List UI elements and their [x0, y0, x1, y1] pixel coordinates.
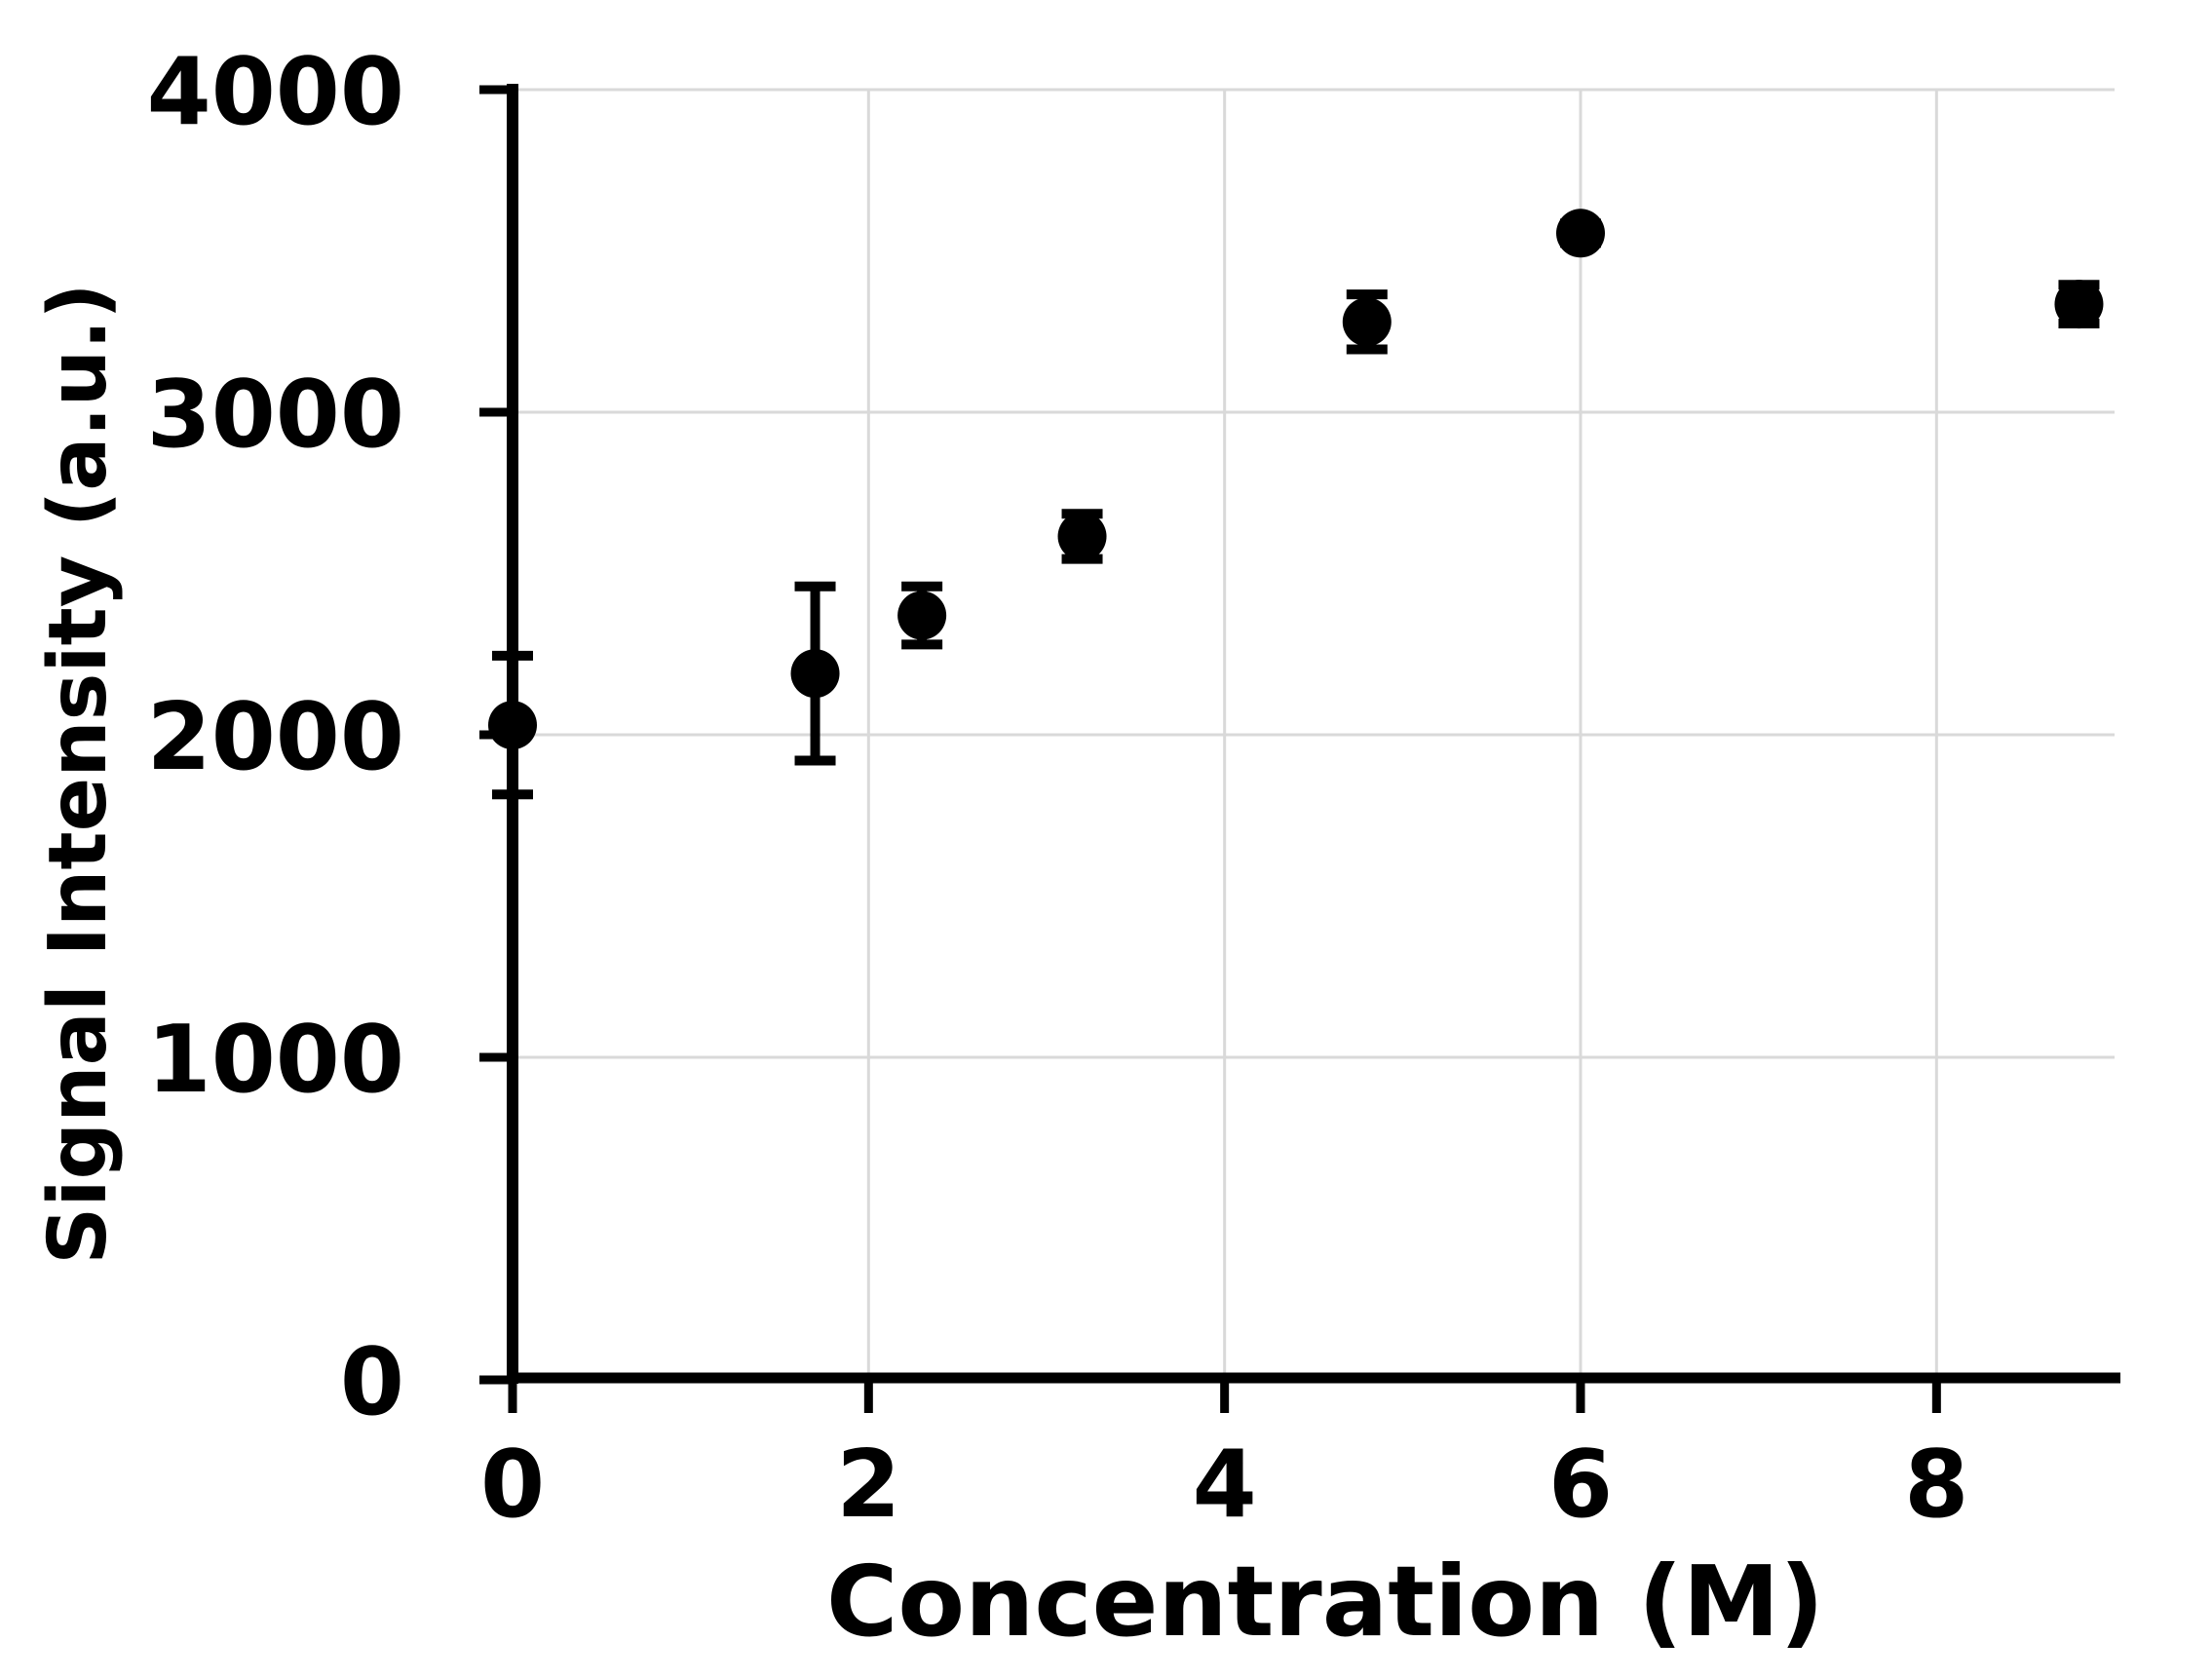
data-points [488, 209, 2104, 750]
data-point-0-4 [1342, 297, 1392, 347]
y-axis-title: Signal Intensity (a.u.) [32, 283, 125, 1264]
y-tick-label-4000: 4000 [147, 39, 404, 146]
data-point-0-0 [488, 701, 537, 750]
y-tick-label-1000: 1000 [147, 1007, 404, 1114]
data-point-0-2 [897, 591, 947, 640]
x-tick-labels: 0 2 4 6 8 [480, 1432, 1968, 1539]
x-tick-label-8: 8 [1904, 1432, 1968, 1539]
y-tick-label-0: 0 [340, 1329, 404, 1436]
x-tick-label-4: 4 [1193, 1432, 1257, 1539]
y-tick-label-2000: 2000 [147, 684, 404, 791]
data-point-0-3 [1057, 512, 1107, 561]
y-tick-labels: 0 1000 2000 3000 4000 [147, 39, 404, 1436]
data-point-0-1 [790, 649, 840, 699]
x-tick-label-0: 0 [480, 1432, 545, 1539]
x-tick-label-2: 2 [836, 1432, 900, 1539]
data-point-0-5 [1556, 209, 1605, 258]
x-axis-title: Concentration (M) [826, 1545, 1824, 1659]
gridlines [513, 88, 2115, 1380]
x-tick-label-6: 6 [1548, 1432, 1613, 1539]
y-tick-label-3000: 3000 [147, 362, 404, 469]
data-point-0-6 [2054, 280, 2104, 329]
